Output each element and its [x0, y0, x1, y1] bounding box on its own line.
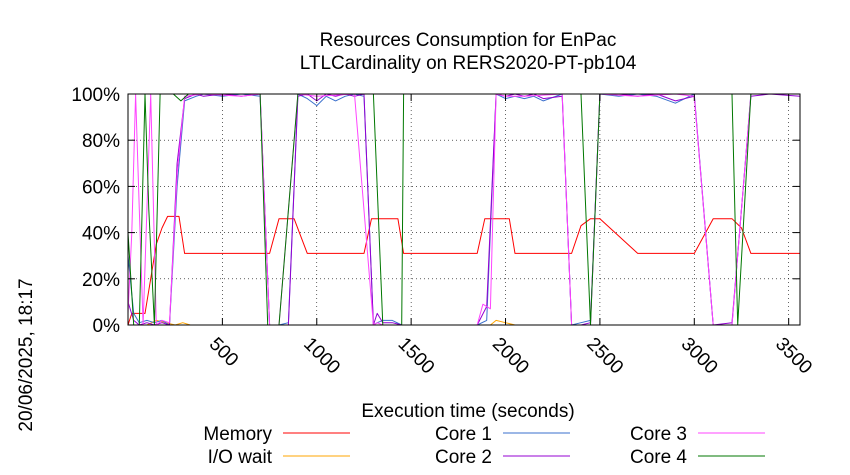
series-line-i-o-wait — [128, 319, 800, 326]
x-tick-label: 1000 — [299, 334, 344, 379]
grid-lines — [128, 94, 800, 325]
chart-title: Resources Consumption for EnPac — [320, 30, 617, 51]
series-lines — [127, 93, 801, 326]
y-tick-label: 0% — [93, 316, 121, 337]
chart-subtitle: LTLCardinality on RERS2020-PT-pb104 — [300, 53, 637, 74]
series-line-core-4 — [127, 93, 800, 326]
series-line-memory — [127, 215, 800, 326]
x-tick-label: 3500 — [771, 334, 816, 379]
x-tick-label: 2500 — [582, 334, 627, 379]
y-tick-label: 100% — [71, 85, 120, 106]
y-tick-label: 80% — [82, 131, 120, 152]
series-line-core-1 — [127, 93, 800, 326]
legend-label-core-3: Core 3 — [630, 424, 687, 445]
y-tick-label: 60% — [82, 177, 120, 198]
y-axis-ticks: 0% 20% 40% 60% 80% 100% — [71, 85, 800, 337]
x-axis-label: Execution time (seconds) — [361, 401, 574, 422]
series-line-core-3 — [127, 93, 800, 326]
legend-label-memory: Memory — [203, 424, 272, 445]
legend-label-core-4: Core 4 — [630, 447, 687, 468]
legend-label-i-o-wait: I/O wait — [208, 447, 273, 468]
y-tick-label: 20% — [82, 270, 120, 291]
x-tick-label: 1500 — [394, 334, 439, 379]
x-tick-label: 2000 — [488, 334, 533, 379]
legend-label-core-1: Core 1 — [435, 424, 492, 445]
y-tick-label: 40% — [82, 224, 120, 245]
series-line-core-2 — [127, 93, 801, 326]
x-tick-label: 500 — [205, 334, 242, 371]
legend-label-core-2: Core 2 — [435, 447, 492, 468]
timestamp-label: 20/06/2025, 18:17 — [16, 278, 37, 431]
plot-frame — [127, 93, 801, 326]
x-tick-label: 3000 — [677, 334, 722, 379]
